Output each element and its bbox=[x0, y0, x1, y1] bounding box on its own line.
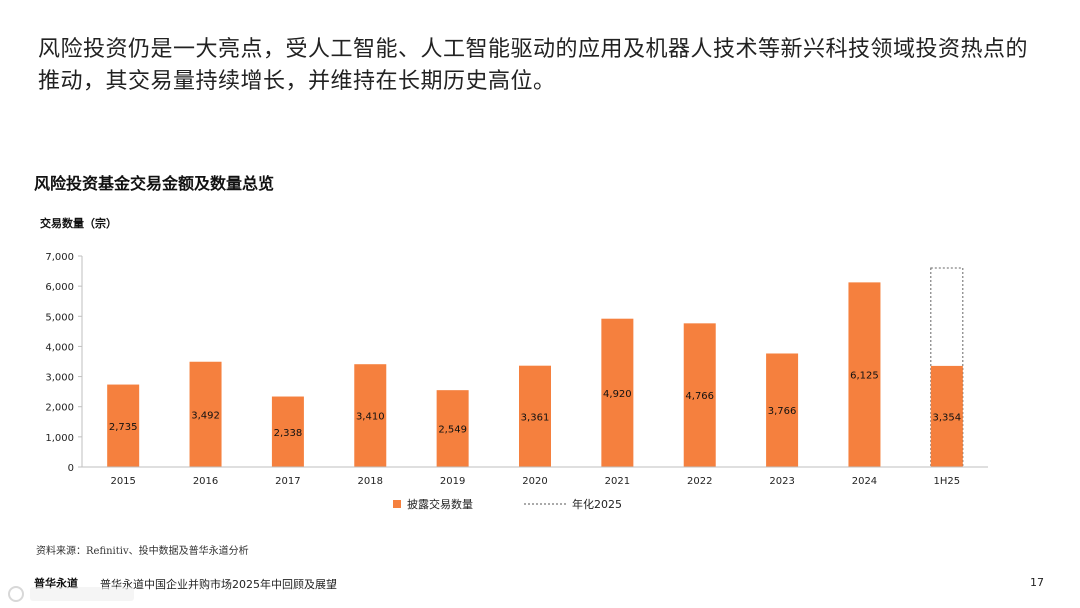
x-tick-label: 2024 bbox=[852, 476, 877, 487]
bar bbox=[189, 361, 222, 467]
x-tick-label: 2023 bbox=[769, 476, 794, 487]
legend-label-disclosed: 披露交易数量 bbox=[407, 497, 473, 511]
bar bbox=[848, 282, 881, 467]
x-axis: 2015 2016 2017 2018 2019 2020 2021 2022 2023 2024… bbox=[82, 466, 988, 487]
y-tick-label: 2,000 bbox=[45, 403, 74, 414]
legend-label-annualized: 年化2025 bbox=[572, 497, 622, 511]
footer-brand: 普华永道 bbox=[34, 577, 78, 590]
bars: 2,735 3,492 2,338 3,410 2,549 3,361 4,920 4,766… bbox=[107, 267, 964, 468]
bar-value-label: 3,492 bbox=[191, 410, 220, 421]
x-tick-label: 2016 bbox=[193, 476, 218, 487]
x-tick-label: 2017 bbox=[275, 476, 300, 487]
page-number: 17 bbox=[1030, 576, 1044, 589]
bar bbox=[354, 364, 387, 467]
y-axis-label: 交易数量（宗） bbox=[40, 216, 117, 230]
bar bbox=[436, 390, 469, 467]
bar-value-label: 3,410 bbox=[356, 412, 385, 423]
bar bbox=[107, 384, 140, 467]
chart-title: 风险投资基金交易金额及数量总览 bbox=[34, 174, 275, 193]
bar bbox=[601, 318, 634, 467]
bar-value-label: 4,920 bbox=[603, 389, 632, 400]
x-tick-label: 2022 bbox=[687, 476, 712, 487]
source-note: 资料来源：Refinitiv、投中数据及普华永道分析 bbox=[36, 546, 249, 557]
bar-value-label: 2,338 bbox=[274, 428, 303, 439]
y-axis: 0 1,000 2,000 3,000 4,000 5,000 6,000 7,000 bbox=[45, 252, 83, 474]
y-tick-label: 4,000 bbox=[45, 342, 74, 353]
legend: 披露交易数量 年化2025 bbox=[393, 497, 622, 511]
headline: 风险投资仍是一大亮点，受人工智能、人工智能驱动的应用及机器人技术等新兴科技领域投… bbox=[38, 37, 1029, 94]
bar-value-label: 3,361 bbox=[521, 412, 550, 423]
x-tick-label: 2021 bbox=[605, 476, 630, 487]
bar-value-label: 4,766 bbox=[685, 391, 714, 402]
y-tick-label: 3,000 bbox=[45, 373, 74, 384]
bar-value-label: 6,125 bbox=[850, 371, 879, 382]
bar-value-label: 3,354 bbox=[932, 412, 961, 423]
x-tick-label: 2020 bbox=[522, 476, 547, 487]
y-tick-label: 6,000 bbox=[45, 282, 74, 293]
bar bbox=[683, 323, 716, 467]
bar bbox=[930, 365, 963, 467]
y-tick-label: 7,000 bbox=[45, 252, 74, 263]
bar-value-label: 2,735 bbox=[109, 422, 138, 433]
x-tick-label: 2018 bbox=[358, 476, 383, 487]
x-tick-label: 2015 bbox=[110, 476, 135, 487]
x-tick-label: 2019 bbox=[440, 476, 465, 487]
legend-swatch-disclosed bbox=[393, 500, 401, 508]
bar-value-label: 3,766 bbox=[768, 406, 797, 417]
y-tick-label: 0 bbox=[68, 463, 74, 474]
x-tick-label: 1H25 bbox=[934, 476, 961, 487]
bar-annualized bbox=[930, 267, 964, 468]
bar bbox=[271, 396, 304, 467]
bar bbox=[519, 365, 551, 467]
bar bbox=[766, 353, 799, 467]
bar-chart: 交易数量（宗） 0 1,000 2,000 3,000 4,000 5,000 6,000 7… bbox=[40, 216, 988, 511]
y-tick-label: 1,000 bbox=[45, 433, 74, 444]
footer-text: 普华永道中国企业并购市场2025年中回顾及展望 bbox=[100, 578, 337, 591]
y-tick-label: 5,000 bbox=[45, 312, 74, 323]
bar-value-label: 2,549 bbox=[438, 425, 467, 436]
watermark-icon bbox=[8, 586, 134, 602]
